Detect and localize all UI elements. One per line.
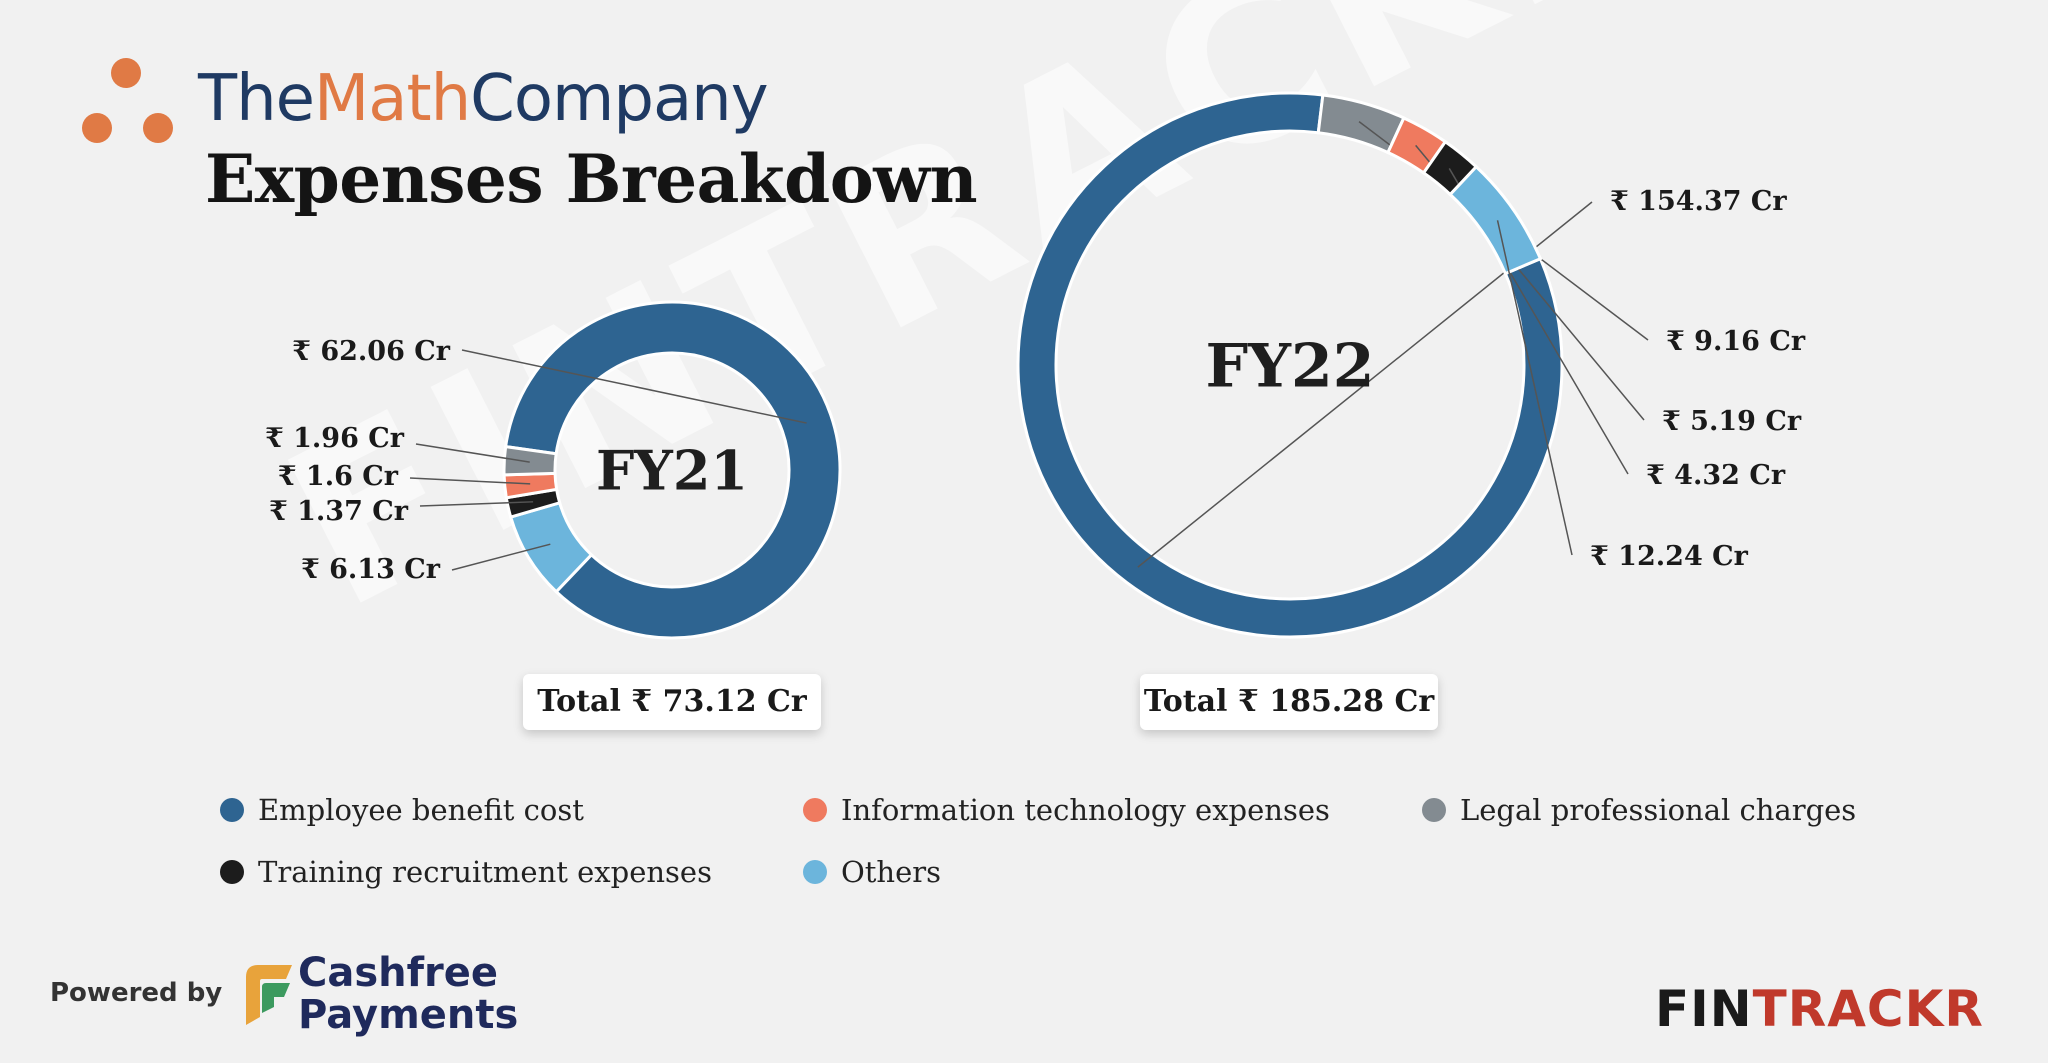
leader-line <box>415 443 530 463</box>
cashfree-logo-icon <box>246 965 292 1025</box>
sponsor-line1: Cashfree <box>298 950 499 996</box>
brand-name-part1: The <box>198 62 315 136</box>
legend-item-training: Training recruitment expenses <box>220 855 712 889</box>
sponsor-line2: Payments <box>298 992 519 1038</box>
leader-line <box>451 543 551 571</box>
leader-line <box>419 501 534 507</box>
legend-item-it: Information technology expenses <box>803 793 1330 827</box>
data-label-legal-professional-charges: ₹ 9.16 Cr <box>1666 326 1806 357</box>
leader-line <box>409 477 531 485</box>
total-badge-fy22: Total ₹ 185.28 Cr <box>1140 674 1438 730</box>
legend-swatch <box>1422 798 1446 822</box>
leader-line <box>461 349 807 424</box>
brand-dot <box>82 113 112 143</box>
powered-by-label: Powered by <box>50 978 223 1008</box>
publisher-part2: TRACKR <box>1752 980 1984 1038</box>
data-label-legal-professional-charges: ₹ 1.96 Cr <box>265 423 405 454</box>
brand-name: TheMathCompany <box>198 62 769 136</box>
legend-item-others: Others <box>803 855 941 889</box>
legend-swatch <box>803 860 827 884</box>
legend-swatch <box>803 798 827 822</box>
legend-item-legal: Legal professional charges <box>1422 793 1856 827</box>
brand-logo-icon <box>82 58 173 143</box>
brand-dot <box>143 113 173 143</box>
donut-slice-employee-benefit-cost <box>1016 91 1564 639</box>
data-label-others: ₹ 12.24 Cr <box>1590 541 1749 572</box>
donut-center-label: FY21 <box>596 438 748 502</box>
brand-name-part2: Math <box>314 62 471 136</box>
sponsor-name: Cashfree Payments <box>298 952 518 1036</box>
data-label-others: ₹ 6.13 Cr <box>301 554 441 585</box>
data-label-employee-benefit-cost: ₹ 154.37 Cr <box>1610 186 1787 217</box>
legend-label: Employee benefit cost <box>258 793 584 827</box>
data-label-information-technology-expenses: ₹ 1.6 Cr <box>278 461 399 492</box>
donut-slice-others <box>1448 164 1543 276</box>
legend-swatch <box>220 798 244 822</box>
data-label-training-recruitment-expenses: ₹ 4.32 Cr <box>1646 460 1786 491</box>
total-badge-fy21: Total ₹ 73.12 Cr <box>523 674 821 730</box>
donut-center-label: FY22 <box>1206 332 1375 402</box>
legend-item-employee: Employee benefit cost <box>220 793 584 827</box>
donut-slice-legal-professional-charges <box>502 444 558 477</box>
leader-line <box>1496 220 1573 556</box>
donut-chart-fy21: ₹ 62.06 Cr ₹ 6.13 Cr ₹ 1.37 Cr ₹ 1.6 Cr ₹ 1.… <box>265 300 842 640</box>
donut-slice-employee-benefit-cost <box>503 300 842 640</box>
donut-chart-fy22: ₹ 154.37 Cr ₹ 9.16 Cr ₹ 5.19 Cr ₹ 4.32 Cr ₹ … <box>1016 91 1806 639</box>
legend-label: Legal professional charges <box>1460 793 1857 827</box>
legend-label: Information technology expenses <box>841 793 1330 827</box>
publisher-logo: FINTRACKR <box>1655 980 1984 1038</box>
data-label-employee-benefit-cost: ₹ 62.06 Cr <box>292 336 451 367</box>
legend-label: Others <box>841 855 942 889</box>
publisher-part1: FIN <box>1655 980 1753 1038</box>
brand-name-part3: Company <box>470 62 768 136</box>
legend-swatch <box>220 860 244 884</box>
legend-label: Training recruitment expenses <box>258 855 712 889</box>
brand-dot <box>111 58 141 88</box>
page-title: Expenses Breakdown <box>205 140 978 218</box>
data-label-information-technology-expenses: ₹ 5.19 Cr <box>1662 406 1802 437</box>
data-label-training-recruitment-expenses: ₹ 1.37 Cr <box>269 496 409 527</box>
